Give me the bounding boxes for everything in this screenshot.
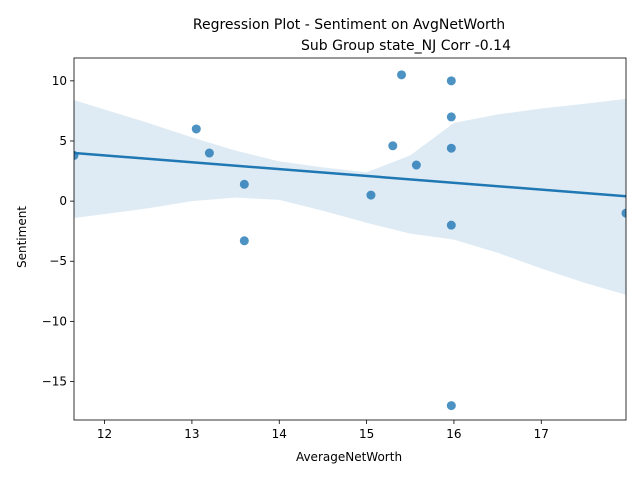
data-point xyxy=(446,112,456,122)
x-tick-label: 15 xyxy=(359,427,374,441)
data-point xyxy=(388,141,398,151)
y-tick-label: −15 xyxy=(42,375,67,389)
data-point xyxy=(446,76,456,86)
x-tick-label: 13 xyxy=(184,427,199,441)
x-tick-label: 16 xyxy=(446,427,461,441)
y-axis-label: Sentiment xyxy=(15,206,29,268)
data-point xyxy=(366,190,376,200)
chart-title-line1: Regression Plot - Sentiment on AvgNetWor… xyxy=(193,17,505,33)
data-point xyxy=(239,179,249,189)
data-point xyxy=(204,148,214,158)
y-tick-label: −5 xyxy=(49,254,67,268)
chart-title-line2: Sub Group state_NJ Corr -0.14 xyxy=(301,38,511,54)
x-tick-label: 17 xyxy=(534,427,549,441)
y-axis: 10 5 0 −5 −10 −15 xyxy=(42,74,74,389)
data-point xyxy=(191,124,201,134)
y-tick-label: 0 xyxy=(59,194,67,208)
data-point xyxy=(621,208,626,218)
y-tick-label: −10 xyxy=(42,314,67,328)
y-tick-label: 10 xyxy=(52,74,67,88)
regression-line xyxy=(74,151,626,198)
confidence-band xyxy=(74,98,626,295)
data-point xyxy=(411,160,421,170)
x-axis: 12 13 14 15 16 17 xyxy=(97,420,549,441)
plot-area xyxy=(74,70,626,411)
data-point xyxy=(446,401,456,411)
data-point xyxy=(397,70,407,80)
data-point xyxy=(239,236,249,246)
plot-frame xyxy=(73,57,627,421)
data-point xyxy=(446,220,456,230)
x-axis-label: AverageNetWorth xyxy=(296,450,402,464)
x-tick-label: 12 xyxy=(97,427,112,441)
y-tick-label: 5 xyxy=(59,134,67,148)
data-point xyxy=(446,143,456,153)
x-tick-label: 14 xyxy=(272,427,287,441)
